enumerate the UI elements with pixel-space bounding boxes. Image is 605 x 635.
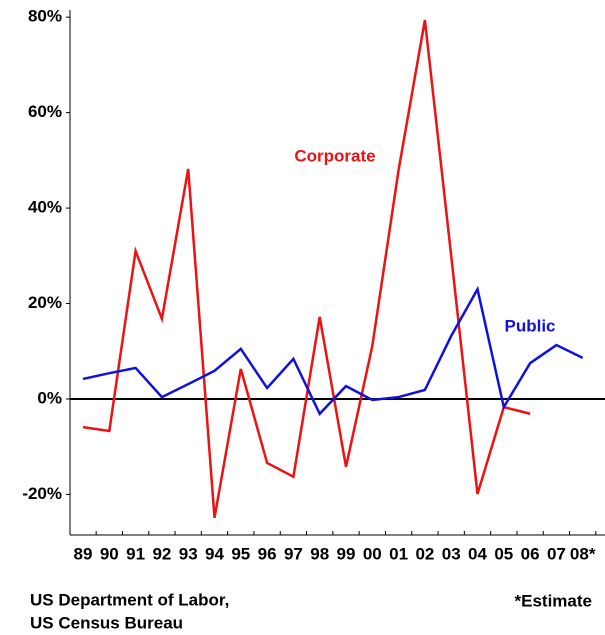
x-tick-label: 00 bbox=[363, 544, 382, 563]
series-label: Public bbox=[504, 316, 555, 335]
x-tick-label: 99 bbox=[337, 544, 356, 563]
x-tick-label: 03 bbox=[442, 544, 461, 563]
y-tick-label: -20% bbox=[22, 484, 62, 503]
y-tick-label: 60% bbox=[28, 102, 62, 121]
source-line: US Department of Labor, bbox=[30, 590, 229, 609]
source-line: US Census Bureau bbox=[30, 613, 183, 632]
x-tick-label: 91 bbox=[126, 544, 145, 563]
x-tick-label: 02 bbox=[415, 544, 434, 563]
x-tick-label: 07 bbox=[547, 544, 566, 563]
x-tick-label: 05 bbox=[494, 544, 513, 563]
y-tick-label: 40% bbox=[28, 198, 62, 217]
x-tick-label: 95 bbox=[231, 544, 250, 563]
x-tick-label: 04 bbox=[468, 544, 487, 563]
x-tick-label: 98 bbox=[310, 544, 329, 563]
x-tick-label: 90 bbox=[100, 544, 119, 563]
series-label: Corporate bbox=[294, 146, 375, 165]
x-tick-label: 94 bbox=[205, 544, 224, 563]
series-line bbox=[82, 285, 584, 416]
x-tick-label: 97 bbox=[284, 544, 303, 563]
y-tick-label: 80% bbox=[28, 7, 62, 26]
footnote: *Estimate bbox=[515, 591, 592, 610]
x-tick-label: 89 bbox=[74, 544, 93, 563]
series-line bbox=[82, 19, 531, 519]
x-tick-label: 92 bbox=[152, 544, 171, 563]
x-tick-label: 96 bbox=[258, 544, 277, 563]
x-tick-label: 06 bbox=[521, 544, 540, 563]
x-tick-label: 08* bbox=[570, 544, 596, 563]
y-tick-label: 20% bbox=[28, 293, 62, 312]
x-tick-label: 01 bbox=[389, 544, 408, 563]
y-tick-label: 0% bbox=[37, 388, 62, 407]
x-tick-label: 93 bbox=[179, 544, 198, 563]
